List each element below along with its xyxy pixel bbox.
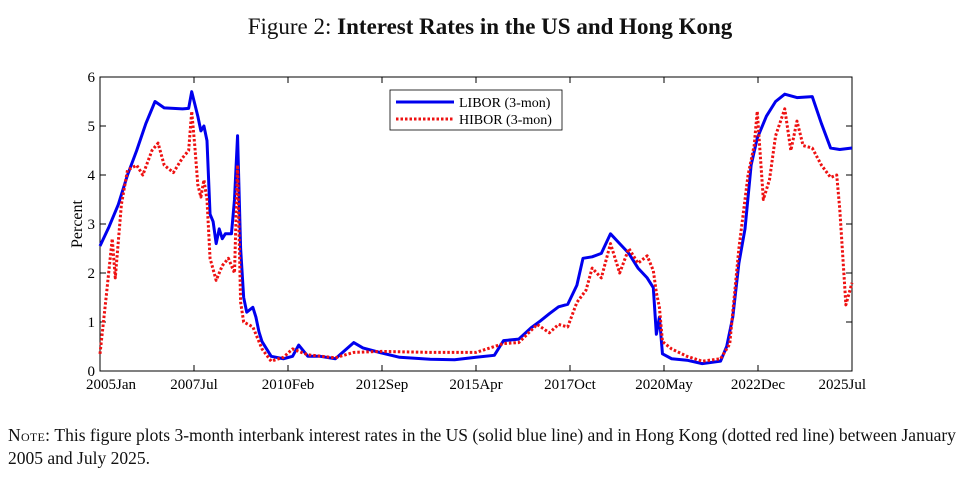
legend-box bbox=[389, 89, 563, 131]
y-tick-label: 5 bbox=[88, 119, 96, 135]
note-text: This figure plots 3-month interbank inte… bbox=[8, 425, 956, 468]
y-tick-label: 2 bbox=[88, 266, 96, 282]
y-tick-label: 4 bbox=[88, 168, 96, 184]
x-tick-label: 2017Oct bbox=[544, 377, 596, 393]
series-layer bbox=[98, 90, 854, 366]
x-tick-label: 2015Apr bbox=[449, 377, 502, 393]
figure-title-text: Interest Rates in the US and Hong Kong bbox=[337, 14, 733, 39]
x-tick-label: 2010Feb bbox=[262, 377, 315, 393]
x-tick-label: 2025Jul bbox=[818, 377, 866, 393]
y-axis: 0 1 2 3 4 5 6 bbox=[88, 70, 852, 380]
y-tick-label: 3 bbox=[88, 217, 96, 233]
x-tick-label: 2020May bbox=[635, 377, 693, 393]
y-tick-label: 1 bbox=[88, 315, 96, 331]
legend-libor-label: LIBOR (3-mon) bbox=[459, 96, 551, 111]
x-tick-label: 2012Sep bbox=[356, 377, 409, 393]
figure-number: Figure 2: bbox=[247, 14, 332, 39]
legend-hibor-label: HIBOR (3-mon) bbox=[459, 113, 552, 128]
hibor-line bbox=[98, 107, 854, 363]
x-axis: 2005Jan 2007Jul 2010Feb 2012Sep 2015Apr 2017O… bbox=[86, 77, 866, 393]
x-tick-label: 2007Jul bbox=[170, 377, 218, 393]
legend: LIBOR (3-mon) HIBOR (3-mon) bbox=[389, 89, 563, 131]
x-tick-label: 2005Jan bbox=[86, 377, 136, 393]
figure-title: Figure 2: Interest Rates in the US and H… bbox=[0, 14, 980, 40]
libor-line bbox=[98, 90, 853, 366]
note-label: Note: bbox=[8, 425, 51, 445]
figure-note: Note: This figure plots 3-month interban… bbox=[8, 424, 968, 470]
y-tick-label: 0 bbox=[88, 364, 96, 380]
x-tick-label: 2022Dec bbox=[731, 377, 785, 393]
y-axis-label: Percent bbox=[69, 199, 86, 248]
y-tick-label: 6 bbox=[88, 70, 96, 86]
